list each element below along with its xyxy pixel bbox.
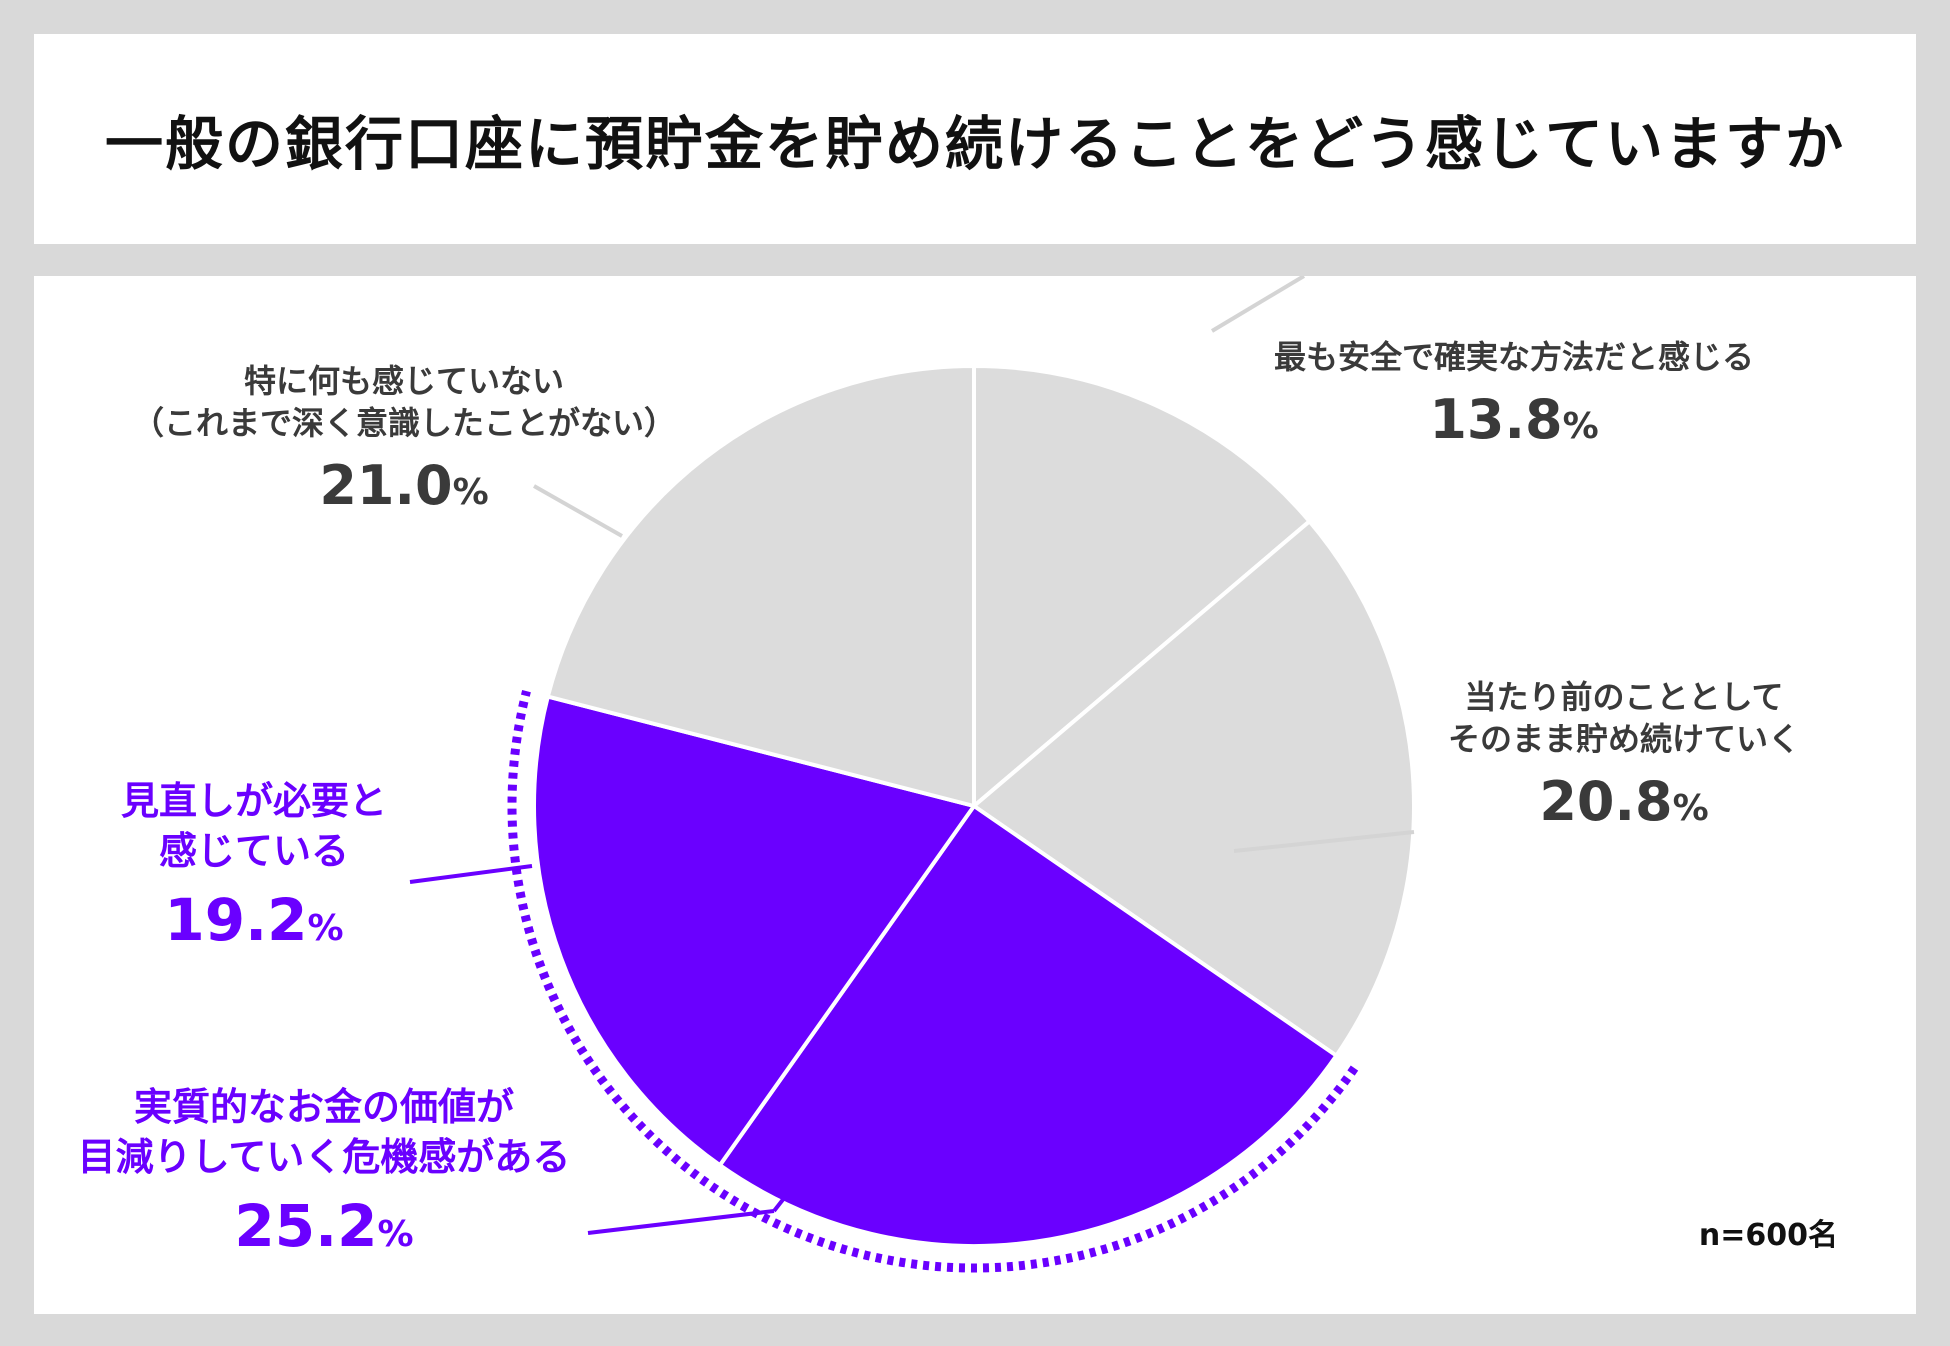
chart-title: 一般の銀行口座に預貯金を貯め続けることをどう感じていますか: [104, 110, 1845, 178]
slice-percent-3: 19.2%: [74, 882, 434, 959]
slice-name-1-line-0: 当たり前のこととして: [1464, 678, 1784, 716]
leader-line-0: [1210, 276, 1306, 333]
leader-line-2: [587, 1209, 775, 1235]
leader-line-4: [533, 484, 623, 538]
slice-percent-1: 20.8%: [1414, 766, 1834, 837]
leader-line-1: [1233, 830, 1415, 853]
percent-sign-2: %: [377, 1214, 414, 1256]
chart-panel: 最も安全で確実な方法だと感じる 13.8% 当たり前のこととして そのまま貯め続…: [34, 276, 1916, 1314]
leader-line-2-hook: [772, 1186, 794, 1213]
slice-label-review: 見直しが必要と 感じている 19.2%: [74, 776, 434, 959]
slice-label-safe: 最も安全で確実な方法だと感じる 13.8%: [1234, 336, 1794, 456]
slice-name-3-line-1: 感じている: [158, 829, 349, 874]
pie-slice-4: [545, 364, 976, 808]
pie-slice-1: [972, 519, 1416, 1058]
slice-name-1-line-1: そのまま貯め続けていく: [1447, 720, 1800, 759]
percent-sign-1: %: [1672, 788, 1709, 830]
slice-name-4-line-1: （これまで深く意識したことがない）: [131, 404, 676, 443]
slice-percent-2: 25.2%: [54, 1188, 594, 1265]
slice-name-2-line-1: 目減りしていく危機感がある: [77, 1135, 571, 1180]
slice-name-3-line-0: 見直しが必要と: [120, 779, 387, 823]
pie-chart: [409, 276, 1416, 1273]
pie-slice-3: [532, 694, 976, 1168]
sample-size-note: n=600名: [1698, 1218, 1838, 1253]
slice-percent-0: 13.8%: [1234, 384, 1794, 455]
pie-slice-0: [972, 364, 1312, 808]
slice-value-3: 19.2: [164, 886, 308, 955]
pie-slice-2: [717, 804, 1339, 1248]
slice-value-4: 21.0: [319, 454, 453, 518]
slice-label-continue: 当たり前のこととして そのまま貯め続けていく 20.8%: [1414, 676, 1834, 838]
slice-value-2: 25.2: [234, 1192, 378, 1261]
slice-value-1: 20.8: [1539, 770, 1673, 834]
slice-value-0: 13.8: [1429, 388, 1563, 452]
title-panel: 一般の銀行口座に預貯金を貯め続けることをどう感じていますか: [34, 34, 1916, 244]
slice-label-nothing: 特に何も感じていない （これまで深く意識したことがない） 21.0%: [104, 360, 704, 522]
highlight-dotted-arc: [507, 689, 1359, 1273]
leader-line-3: [409, 864, 533, 884]
percent-sign-0: %: [1562, 406, 1599, 448]
slice-name-4-line-0: 特に何も感じていない: [243, 362, 564, 400]
slice-label-crisis: 実質的なお金の価値が 目減りしていく危機感がある 25.2%: [54, 1082, 594, 1265]
percent-sign-4: %: [452, 472, 489, 514]
slice-name-0-line-0: 最も安全で確実な方法だと感じる: [1273, 338, 1754, 376]
slice-name-2-line-0: 実質的なお金の価値が: [133, 1085, 514, 1129]
percent-sign-3: %: [307, 908, 344, 950]
slice-percent-4: 21.0%: [104, 450, 704, 521]
